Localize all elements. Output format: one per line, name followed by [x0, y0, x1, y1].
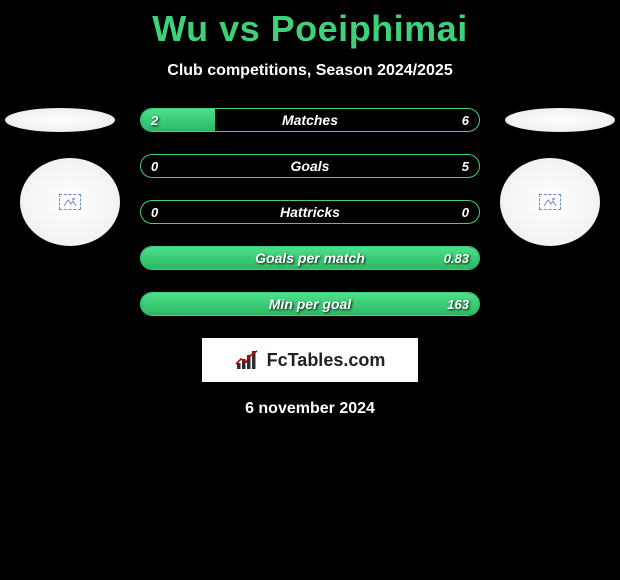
player-left-avatar — [20, 158, 120, 246]
stat-row: 163Min per goal — [140, 292, 480, 316]
player-right-flag — [505, 108, 615, 132]
placeholder-icon — [59, 194, 81, 210]
placeholder-icon — [539, 194, 561, 210]
stat-label: Matches — [141, 109, 479, 131]
subtitle: Club competitions, Season 2024/2025 — [0, 62, 620, 80]
stat-row: 05Goals — [140, 154, 480, 178]
page-title: Wu vs Poeiphimai — [0, 0, 620, 50]
date-label: 6 november 2024 — [0, 400, 620, 418]
stat-bars: 26Matches 05Goals 00Hattricks 0.83Goals per… — [140, 108, 480, 316]
branding-badge: FcTables.com — [202, 338, 418, 382]
player-left-flag — [5, 108, 115, 132]
player-right-avatar — [500, 158, 600, 246]
stat-row: 26Matches — [140, 108, 480, 132]
branding-text: FcTables.com — [267, 350, 386, 371]
comparison-area: 26Matches 05Goals 00Hattricks 0.83Goals per… — [0, 108, 620, 316]
stat-label: Min per goal — [141, 293, 479, 315]
stat-row: 0.83Goals per match — [140, 246, 480, 270]
chart-icon — [235, 349, 261, 371]
stat-label: Goals per match — [141, 247, 479, 269]
stat-label: Goals — [141, 155, 479, 177]
stat-row: 00Hattricks — [140, 200, 480, 224]
stat-label: Hattricks — [141, 201, 479, 223]
